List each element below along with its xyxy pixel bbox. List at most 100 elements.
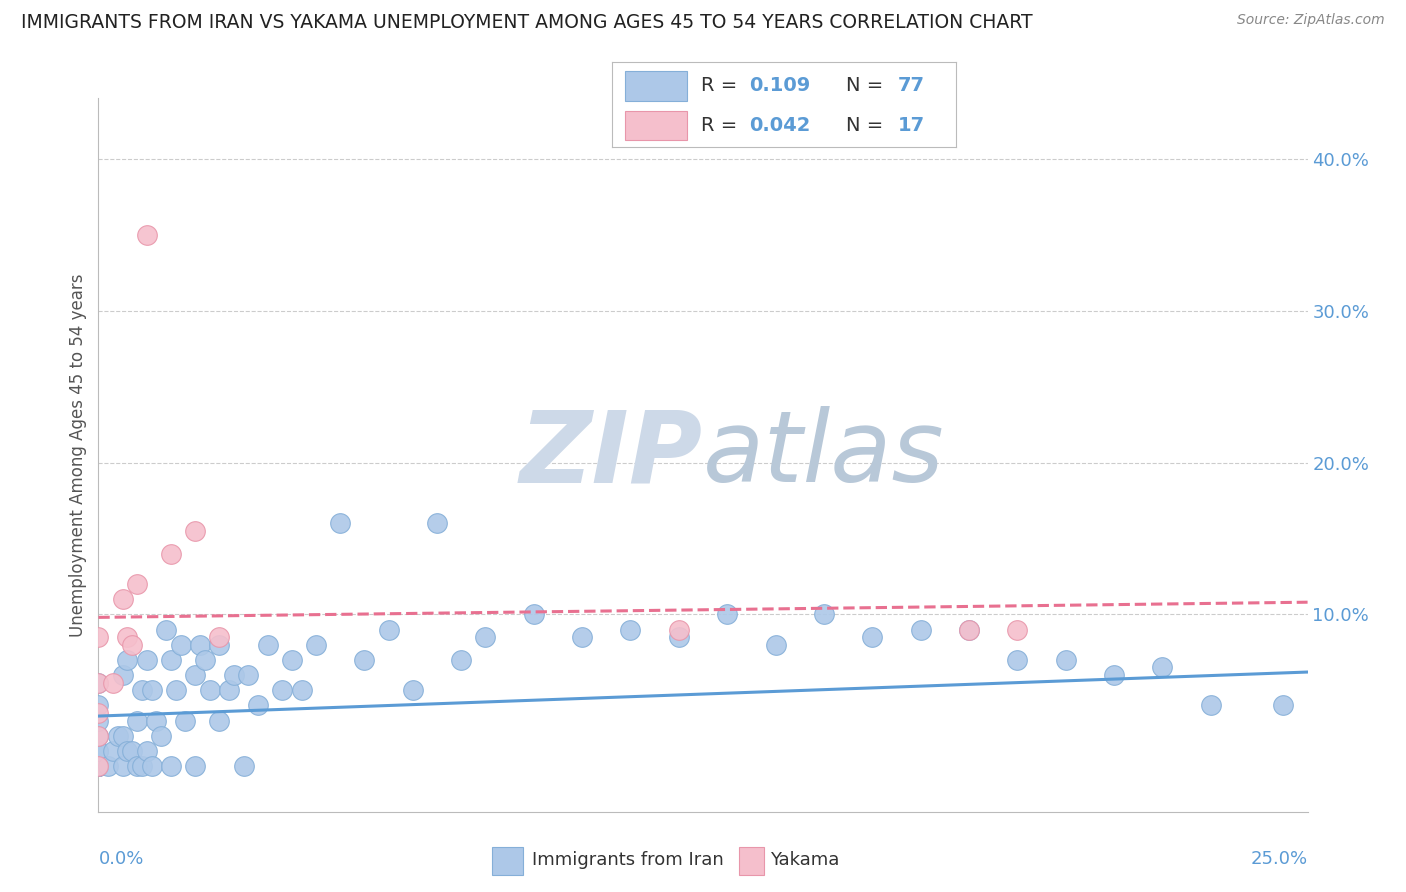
- Text: Yakama: Yakama: [770, 851, 839, 869]
- Point: [1152, 660, 1174, 674]
- Text: atlas: atlas: [703, 407, 945, 503]
- Point: [450, 653, 472, 667]
- Text: 0.0%: 0.0%: [98, 850, 143, 868]
- Point: [87, 759, 110, 773]
- Text: 17: 17: [897, 116, 925, 135]
- Point: [247, 698, 270, 713]
- Point: [117, 653, 139, 667]
- Point: [353, 653, 375, 667]
- Text: N =: N =: [846, 116, 890, 135]
- Point: [474, 630, 496, 644]
- Text: ZIP: ZIP: [520, 407, 703, 503]
- Point: [194, 653, 217, 667]
- Point: [160, 547, 183, 561]
- Point: [1007, 653, 1029, 667]
- Point: [111, 729, 134, 743]
- Point: [131, 759, 153, 773]
- Point: [1272, 698, 1295, 713]
- Point: [111, 759, 134, 773]
- Text: 77: 77: [897, 76, 925, 95]
- Point: [101, 744, 124, 758]
- Point: [135, 744, 157, 758]
- Point: [165, 683, 187, 698]
- Point: [668, 623, 690, 637]
- Point: [329, 516, 352, 531]
- Text: 25.0%: 25.0%: [1250, 850, 1308, 868]
- Point: [716, 607, 738, 622]
- Point: [87, 675, 110, 690]
- Point: [111, 592, 134, 607]
- Point: [169, 638, 191, 652]
- Point: [87, 744, 110, 758]
- Point: [87, 714, 110, 728]
- Point: [135, 653, 157, 667]
- Text: 0.109: 0.109: [749, 76, 811, 95]
- Point: [1102, 668, 1125, 682]
- Point: [87, 759, 110, 773]
- Point: [426, 516, 449, 531]
- Point: [111, 668, 134, 682]
- Text: Source: ZipAtlas.com: Source: ZipAtlas.com: [1237, 13, 1385, 28]
- Point: [281, 653, 304, 667]
- Point: [208, 630, 231, 644]
- Point: [87, 630, 110, 644]
- Text: R =: R =: [702, 116, 744, 135]
- Point: [619, 623, 641, 637]
- Bar: [626, 71, 688, 101]
- Point: [155, 623, 177, 637]
- Point: [131, 683, 153, 698]
- Point: [101, 675, 124, 690]
- Bar: [626, 111, 688, 140]
- Point: [184, 524, 207, 538]
- Point: [218, 683, 240, 698]
- Point: [145, 714, 167, 728]
- Point: [87, 706, 110, 720]
- Point: [813, 607, 835, 622]
- Bar: [740, 847, 763, 875]
- Point: [87, 759, 110, 773]
- Point: [232, 759, 254, 773]
- Point: [150, 729, 173, 743]
- Point: [523, 607, 546, 622]
- Text: Immigrants from Iran: Immigrants from Iran: [531, 851, 724, 869]
- Point: [87, 729, 110, 743]
- Point: [127, 759, 149, 773]
- Point: [957, 623, 980, 637]
- Point: [1007, 623, 1029, 637]
- Point: [87, 759, 110, 773]
- Point: [957, 623, 980, 637]
- Point: [184, 668, 207, 682]
- Point: [208, 714, 231, 728]
- Point: [184, 759, 207, 773]
- Point: [141, 683, 163, 698]
- Point: [305, 638, 328, 652]
- Point: [222, 668, 245, 682]
- Point: [87, 729, 110, 743]
- Point: [174, 714, 197, 728]
- Point: [377, 623, 399, 637]
- Point: [87, 675, 110, 690]
- Point: [271, 683, 294, 698]
- Point: [141, 759, 163, 773]
- Point: [160, 653, 183, 667]
- Point: [87, 698, 110, 713]
- Point: [198, 683, 221, 698]
- Text: IMMIGRANTS FROM IRAN VS YAKAMA UNEMPLOYMENT AMONG AGES 45 TO 54 YEARS CORRELATIO: IMMIGRANTS FROM IRAN VS YAKAMA UNEMPLOYM…: [21, 13, 1033, 32]
- Text: 0.042: 0.042: [749, 116, 811, 135]
- Point: [238, 668, 260, 682]
- Point: [160, 759, 183, 773]
- Point: [402, 683, 425, 698]
- Point: [127, 577, 149, 591]
- Point: [668, 630, 690, 644]
- Point: [107, 729, 129, 743]
- Point: [910, 623, 932, 637]
- Point: [188, 638, 211, 652]
- Point: [208, 638, 231, 652]
- Y-axis label: Unemployment Among Ages 45 to 54 years: Unemployment Among Ages 45 to 54 years: [69, 273, 87, 637]
- Point: [1054, 653, 1077, 667]
- Point: [117, 744, 139, 758]
- Point: [860, 630, 883, 644]
- Point: [87, 759, 110, 773]
- Text: N =: N =: [846, 76, 890, 95]
- Point: [290, 683, 312, 698]
